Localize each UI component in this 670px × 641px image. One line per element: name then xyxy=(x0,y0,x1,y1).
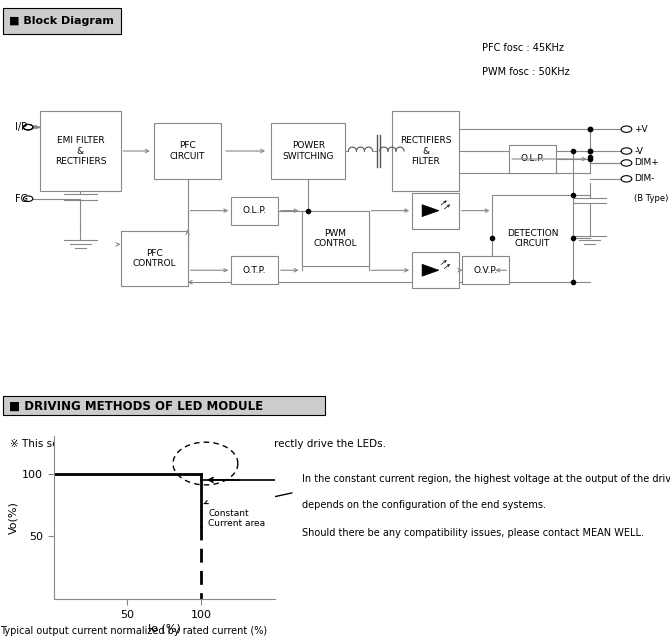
Text: In the constant current region, the highest voltage at the output of the driver: In the constant current region, the high… xyxy=(302,474,670,485)
Bar xyxy=(231,256,278,284)
Polygon shape xyxy=(422,204,439,217)
Text: O.V.P.: O.V.P. xyxy=(474,266,498,275)
Bar xyxy=(3,8,121,34)
Bar xyxy=(302,211,368,266)
Text: EMI FILTER
&
RECTIFIERS: EMI FILTER & RECTIFIERS xyxy=(55,136,106,166)
Text: depends on the configuration of the end systems.: depends on the configuration of the end … xyxy=(302,500,545,510)
Bar xyxy=(154,123,221,179)
Text: Should there be any compatibility issues, please contact MEAN WELL.: Should there be any compatibility issues… xyxy=(302,528,643,538)
Bar xyxy=(271,123,345,179)
Bar xyxy=(3,396,325,415)
Bar xyxy=(462,256,509,284)
Text: ※ This series works in constant current mode to directly drive the LEDs.: ※ This series works in constant current … xyxy=(10,438,386,449)
Text: ■ Block Diagram: ■ Block Diagram xyxy=(9,15,114,26)
Bar xyxy=(121,231,188,286)
Text: I/P: I/P xyxy=(15,122,27,132)
Text: PWM fosc : 50KHz: PWM fosc : 50KHz xyxy=(482,67,570,76)
Text: Constant
Current area: Constant Current area xyxy=(208,509,265,528)
Text: PWM
CONTROL: PWM CONTROL xyxy=(313,229,357,248)
Text: +V: +V xyxy=(634,124,648,134)
Text: Typical output current normalized by rated current (%): Typical output current normalized by rat… xyxy=(1,626,267,636)
Text: FG: FG xyxy=(15,194,28,204)
Bar xyxy=(231,197,278,224)
Text: -V: -V xyxy=(634,147,643,156)
Bar xyxy=(392,112,459,191)
Y-axis label: Vo(%): Vo(%) xyxy=(8,501,18,534)
Bar xyxy=(492,195,573,282)
Bar xyxy=(412,193,459,229)
Text: RECTIFIERS
&
FILTER: RECTIFIERS & FILTER xyxy=(400,136,451,166)
Text: PFC
CIRCUIT: PFC CIRCUIT xyxy=(170,141,205,161)
Text: O.L.P.: O.L.P. xyxy=(243,206,267,215)
Text: DIM+: DIM+ xyxy=(634,158,659,167)
Text: POWER
SWITCHING: POWER SWITCHING xyxy=(283,141,334,161)
X-axis label: Io (%): Io (%) xyxy=(147,624,181,634)
Text: O.T.P.: O.T.P. xyxy=(243,266,267,275)
Polygon shape xyxy=(422,264,439,276)
Text: PFC
CONTROL: PFC CONTROL xyxy=(132,249,176,268)
Text: (B Type): (B Type) xyxy=(634,194,669,203)
Text: O.L.P.: O.L.P. xyxy=(521,154,545,163)
Text: ■ DRIVING METHODS OF LED MODULE: ■ DRIVING METHODS OF LED MODULE xyxy=(9,399,263,412)
Text: DIM-: DIM- xyxy=(634,174,655,183)
Bar xyxy=(412,253,459,288)
Text: DETECTION
CIRCUIT: DETECTION CIRCUIT xyxy=(507,229,558,248)
Text: PFC fosc : 45KHz: PFC fosc : 45KHz xyxy=(482,43,564,53)
Bar xyxy=(509,145,556,173)
Bar xyxy=(40,112,121,191)
